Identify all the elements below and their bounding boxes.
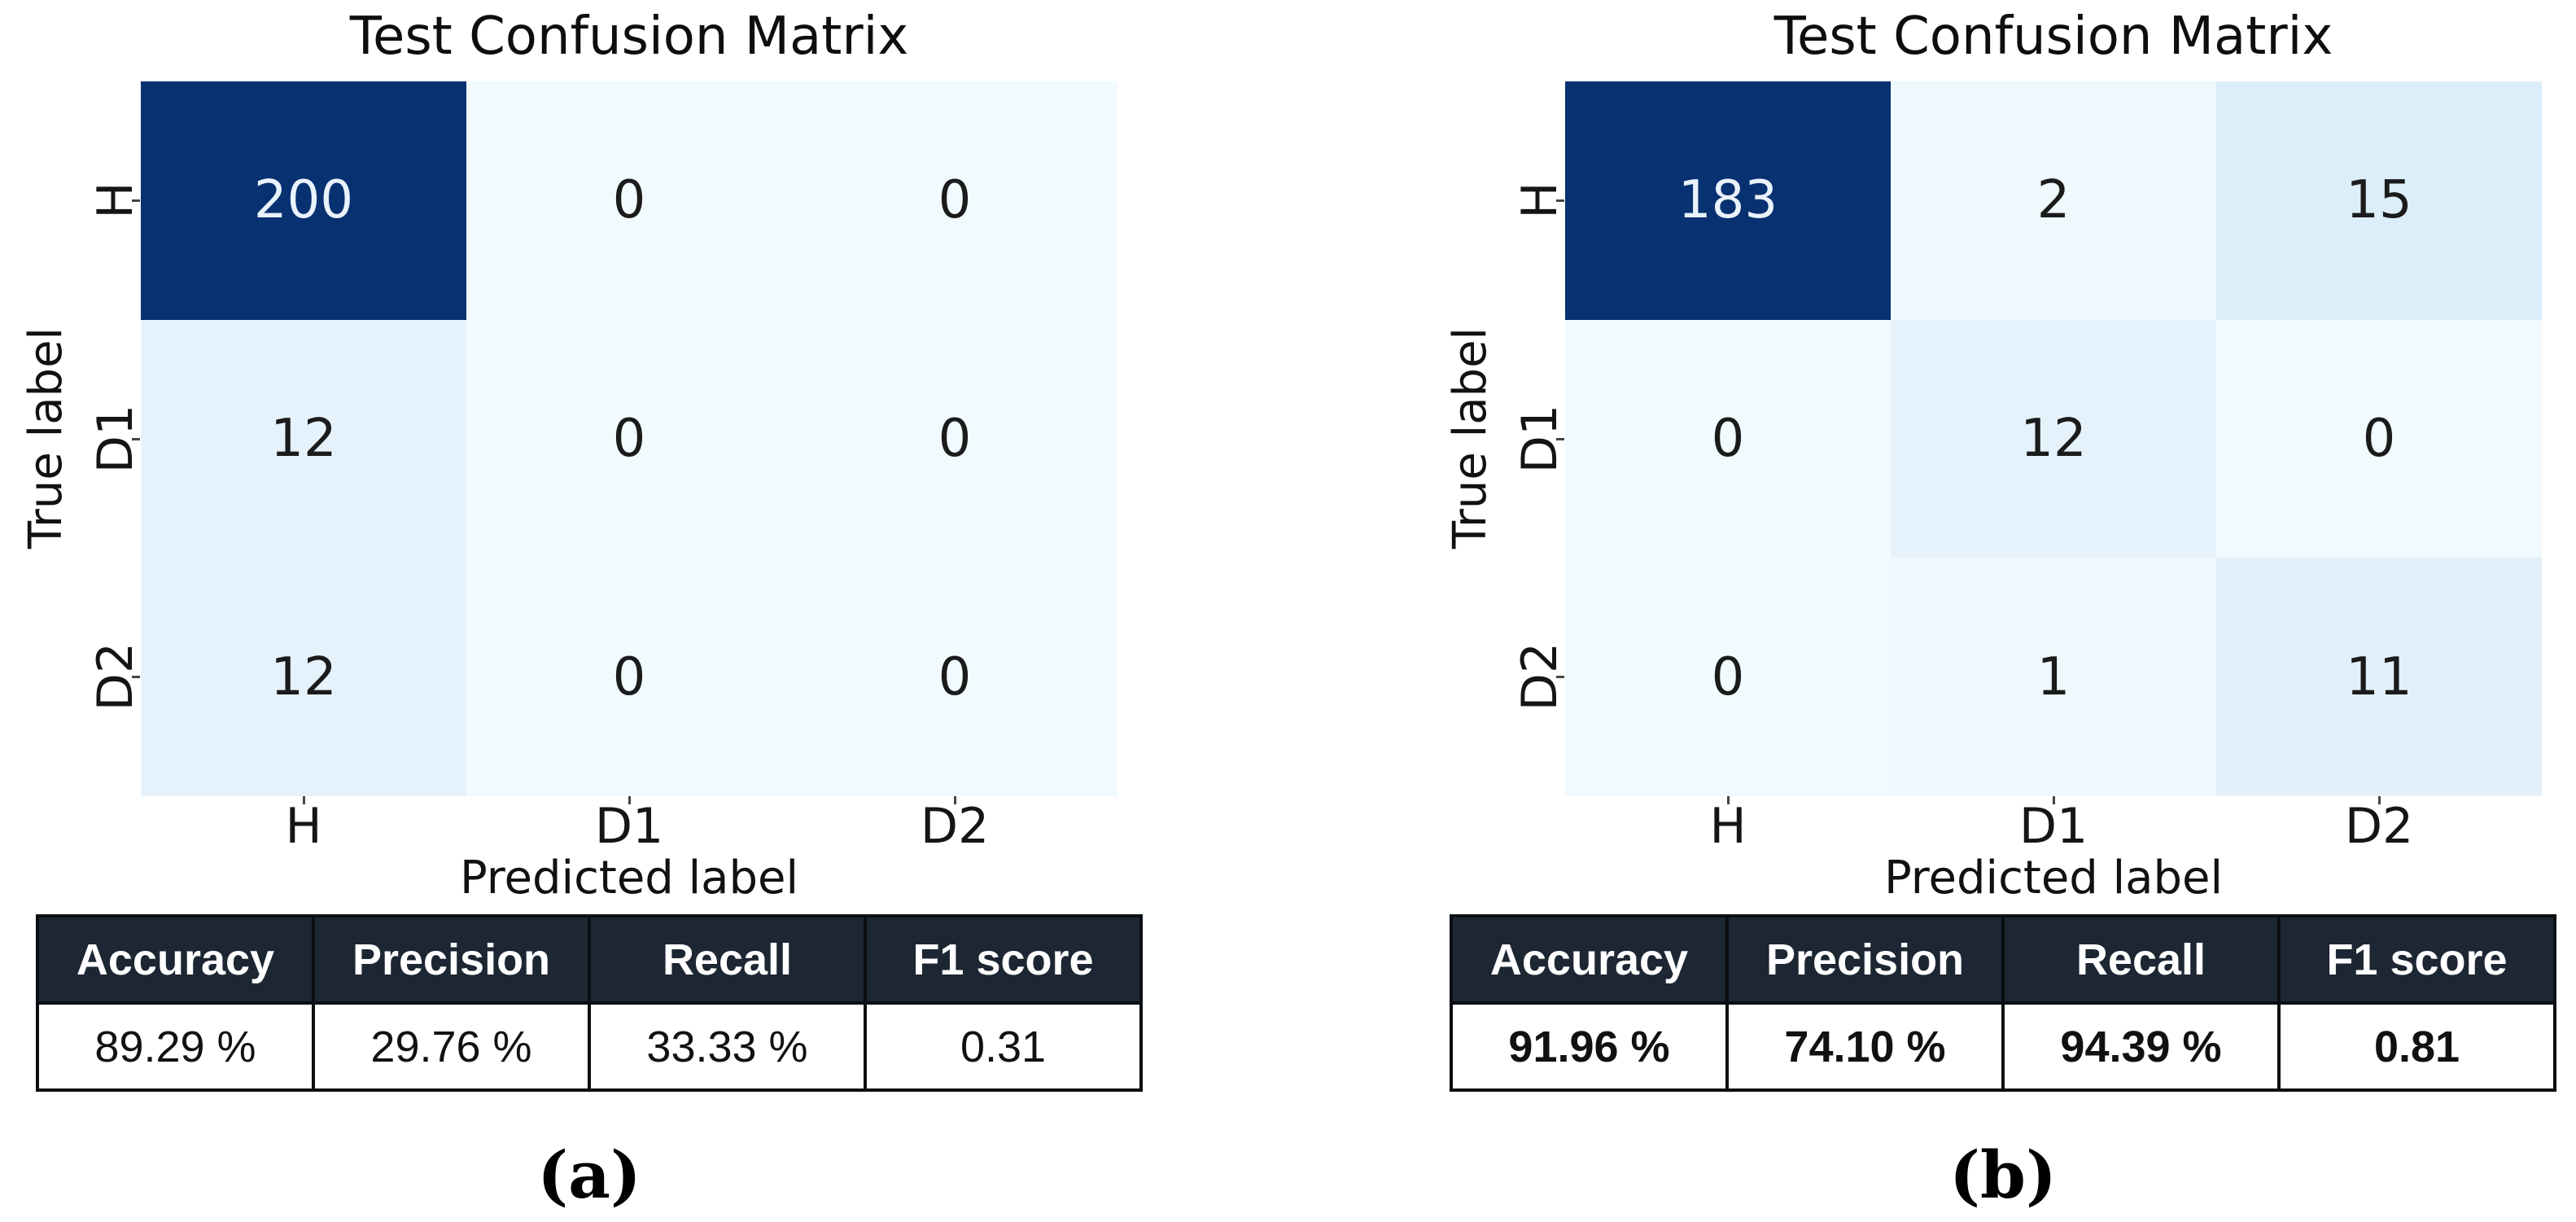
matrix-b-cell-r1c2: 0 [2216,319,2542,558]
metrics-a-value-accuracy: 89.29 % [36,1001,315,1092]
matrix-b-cell-r2c1: 1 [1891,558,2216,796]
matrix-b-cell-r0c1: 2 [1891,81,2216,320]
matrix-b-cell-r2c0: 0 [1565,558,1891,796]
matrix-a-cell-r2c0: 12 [141,558,466,796]
panel-a-xtick-D2: D2 [920,798,990,855]
axis-tick [303,796,305,804]
metrics-value-row: 89.29 % 29.76 % 33.33 % 0.31 [36,1001,1143,1092]
matrix-b-cell-r1c1: 12 [1891,319,2216,558]
metrics-a-value-recall: 33.33 % [588,1001,867,1092]
metrics-b-value-precision: 74.10 % [1725,1001,2005,1092]
panel-a-chart-title: Test Confusion Matrix [349,7,909,67]
confusion-matrix-a: 200 0 0 12 0 0 12 0 0 [141,81,1117,796]
matrix-a-cell-r1c1: 0 [466,319,792,558]
panel-b-xtick-D1: D1 [2018,798,2088,855]
axis-tick [1556,676,1564,678]
axis-tick [132,438,140,440]
axis-tick [2378,796,2381,804]
metrics-b-value-recall: 94.39 % [2001,1001,2281,1092]
metrics-header-row: Accuracy Precision Recall F1 score [36,914,1143,1005]
metrics-a-header-precision: Precision [312,914,591,1005]
metrics-a-value-precision: 29.76 % [312,1001,591,1092]
matrix-b-cell-r1c0: 0 [1565,319,1891,558]
metrics-header-row: Accuracy Precision Recall F1 score [1450,914,2556,1005]
axis-tick [954,796,956,804]
axis-tick [1556,199,1564,202]
panel-b-chart-title: Test Confusion Matrix [1773,7,2333,67]
panel-a-xtick-D1: D1 [594,798,664,855]
metrics-b-header-accuracy: Accuracy [1450,914,1729,1005]
matrix-a-cell-r0c2: 0 [792,81,1117,320]
metrics-value-row: 91.96 % 74.10 % 94.39 % 0.81 [1450,1001,2556,1092]
matrix-b-cell-r2c2: 11 [2216,558,2542,796]
axis-tick [1727,796,1730,804]
metrics-a-header-accuracy: Accuracy [36,914,315,1005]
panel-b-xlabel: Predicted label [1883,852,2224,904]
panel-b-caption: (b) [1949,1137,2057,1213]
axis-tick [628,796,631,804]
axis-tick [132,199,140,202]
metrics-b-header-f1: F1 score [2277,914,2556,1005]
confusion-matrix-b: 183 2 15 0 12 0 0 1 11 [1565,81,2542,796]
matrix-a-cell-r2c1: 0 [466,558,792,796]
metrics-table-a: Accuracy Precision Recall F1 score 89.29… [36,914,1143,1092]
matrix-a-cell-r1c0: 12 [141,319,466,558]
axis-tick [2053,796,2055,804]
metrics-b-value-accuracy: 91.96 % [1450,1001,1729,1092]
panel-a-ylabel: True label [20,326,72,550]
metrics-b-value-f1: 0.81 [2277,1001,2556,1092]
metrics-a-header-f1: F1 score [864,914,1143,1005]
matrix-a-cell-r1c2: 0 [792,319,1117,558]
panel-b-xtick-H: H [1709,798,1747,855]
metrics-b-header-recall: Recall [2001,914,2281,1005]
axis-tick [132,676,140,678]
matrix-a-cell-r2c2: 0 [792,558,1117,796]
metrics-a-value-f1: 0.31 [864,1001,1143,1092]
metrics-b-header-precision: Precision [1725,914,2005,1005]
panel-b-xtick-D2: D2 [2344,798,2414,855]
metrics-table-b: Accuracy Precision Recall F1 score 91.96… [1450,914,2556,1092]
panel-a-caption: (a) [537,1137,641,1213]
matrix-b-cell-r0c2: 15 [2216,81,2542,320]
panel-a-xlabel: Predicted label [459,852,799,904]
metrics-a-header-recall: Recall [588,914,867,1005]
matrix-a-cell-r0c1: 0 [466,81,792,320]
matrix-b-cell-r0c0: 183 [1565,81,1891,320]
matrix-a-cell-r0c0: 200 [141,81,466,320]
panel-a-xtick-H: H [285,798,322,855]
panel-b-ylabel: True label [1444,326,1497,550]
axis-tick [1556,438,1564,440]
